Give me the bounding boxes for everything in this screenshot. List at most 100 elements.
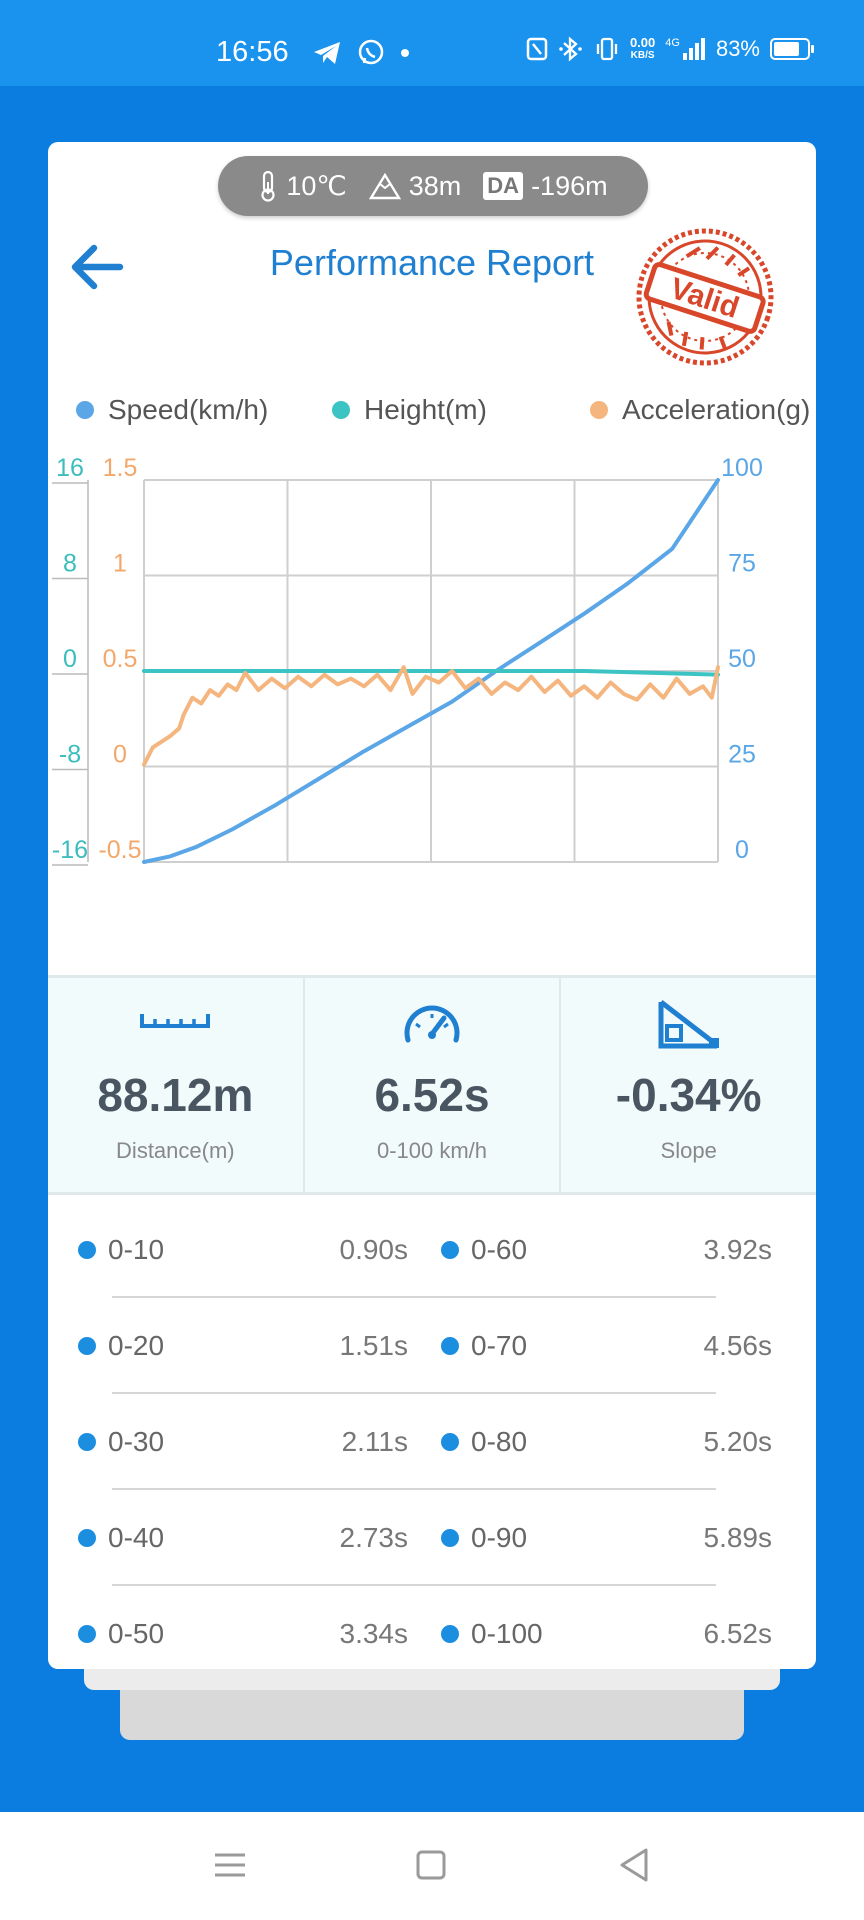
page-title: Performance Report bbox=[269, 242, 595, 283]
split-dot bbox=[78, 1529, 96, 1547]
split-left: 0-20 bbox=[78, 1330, 164, 1362]
legend-dot-height bbox=[332, 401, 350, 419]
split-right-time: 3.92s bbox=[703, 1234, 773, 1265]
split-row: 0-20 1.51s 0-70 4.56s bbox=[48, 1298, 816, 1394]
acceleration-axis-tick-label: 0 bbox=[113, 741, 127, 769]
back-triangle-icon[interactable] bbox=[610, 1840, 660, 1890]
split-dot bbox=[441, 1433, 459, 1451]
split-left-time: 3.34s bbox=[339, 1618, 409, 1649]
split-right-label: 0-90 bbox=[471, 1522, 528, 1553]
density-altitude-badge: DA bbox=[483, 172, 524, 200]
split-left-time: 1.51s bbox=[339, 1330, 409, 1361]
back-arrow-icon[interactable] bbox=[62, 232, 132, 302]
altitude-value: 38m bbox=[408, 170, 462, 201]
split-divider bbox=[112, 1296, 716, 1298]
system-icons: 0.00 KB/S 4G 83% bbox=[526, 36, 814, 62]
speed-axis-tick-label: 100 bbox=[721, 454, 763, 482]
telegram-icon bbox=[314, 42, 340, 64]
speed-axis-tick-label: 25 bbox=[728, 741, 756, 769]
split-left: 0-10 bbox=[78, 1234, 164, 1266]
split-row: 0-40 2.73s 0-90 5.89s bbox=[48, 1490, 816, 1586]
acceleration-axis-tick-label: 1.5 bbox=[103, 454, 138, 482]
distance-value: 88.12m bbox=[97, 1069, 254, 1121]
split-row: 0-50 3.34s 0-100 6.52s bbox=[48, 1586, 816, 1669]
system-navigation-bar bbox=[0, 1812, 864, 1920]
legend-dot-speed bbox=[76, 401, 94, 419]
density-altitude-item: DA -196m bbox=[483, 171, 608, 202]
network-speed-unit: KB/S bbox=[630, 50, 655, 61]
acceleration-time-label: 0-100 km/h bbox=[376, 1138, 488, 1163]
temperature-value: 10℃ bbox=[286, 170, 347, 201]
acceleration-time-value: 6.52s bbox=[374, 1069, 490, 1121]
dot-icon bbox=[401, 49, 409, 57]
split-row: 0-10 0.90s 0-60 3.92s bbox=[48, 1202, 816, 1298]
split-left-time: 0.90s bbox=[339, 1234, 409, 1265]
slope-icon bbox=[658, 1000, 719, 1049]
stat-slope: -0.34% Slope bbox=[559, 978, 816, 1192]
status-time: 16:56 bbox=[216, 36, 289, 68]
split-right: 0-70 bbox=[441, 1330, 527, 1362]
split-divider bbox=[112, 1488, 716, 1490]
split-dot bbox=[441, 1337, 459, 1355]
slope-label: Slope bbox=[660, 1138, 717, 1163]
environment-pill: 10℃ 38m DA -196m bbox=[218, 156, 648, 216]
network-speed-value: 0.00 bbox=[629, 35, 656, 50]
speed-axis-tick-label: 75 bbox=[728, 550, 756, 578]
split-dot bbox=[441, 1241, 459, 1259]
chart-legend: Speed(km/h) Height(m) Acceleration(g) bbox=[76, 394, 816, 434]
split-times-list[interactable]: 0-10 0.90s 0-60 3.92s 0-20 1.51s 0-70 4.56s 0-30… bbox=[48, 1202, 816, 1669]
height-axis-tick-label: 8 bbox=[63, 550, 77, 578]
viber-icon bbox=[358, 39, 384, 65]
legend-dot-acceleration bbox=[590, 401, 608, 419]
split-left: 0-50 bbox=[78, 1618, 164, 1650]
split-right-label: 0-100 bbox=[471, 1618, 543, 1649]
split-right: 0-60 bbox=[441, 1234, 527, 1266]
battery-icon bbox=[770, 38, 814, 60]
distance-label: Distance(m) bbox=[116, 1138, 235, 1163]
legend-item-acceleration[interactable]: Acceleration(g) bbox=[590, 394, 810, 426]
nfc-icon bbox=[526, 37, 548, 61]
battery-percent: 83% bbox=[715, 36, 760, 61]
height-axis-tick-label: -8 bbox=[59, 741, 81, 769]
mountain-icon bbox=[368, 172, 401, 200]
stats-panel: 88.12m Distance(m) 6.52s 0-100 km/h -0.3… bbox=[48, 975, 816, 1195]
performance-chart[interactable]: 16 8 0 -8 -16 1.5 1 0.5 0 -0.5 100 75 50 25 0 bbox=[48, 452, 816, 872]
home-square-icon[interactable] bbox=[406, 1840, 456, 1890]
performance-report-card[interactable]: 10℃ 38m DA -196m Performance Report Vali… bbox=[48, 142, 816, 1669]
split-right: 0-80 bbox=[441, 1426, 527, 1458]
battery-fill bbox=[774, 42, 799, 56]
height-axis-tick-label: 0 bbox=[63, 645, 77, 673]
status-bar: 16:56 0.00 KB/S 4G 83% bbox=[0, 0, 864, 86]
legend-item-height[interactable]: Height(m) bbox=[332, 394, 487, 426]
vibrate-icon bbox=[596, 37, 618, 61]
acceleration-axis-tick-label: -0.5 bbox=[98, 836, 141, 864]
valid-stamp-icon: Valid bbox=[636, 228, 774, 366]
split-dot bbox=[441, 1529, 459, 1547]
split-right-label: 0-70 bbox=[471, 1330, 528, 1361]
split-left-label: 0-20 bbox=[108, 1330, 165, 1361]
height-axis-tick-label: -16 bbox=[52, 836, 88, 864]
temperature-item: 10℃ bbox=[258, 170, 347, 202]
split-left: 0-40 bbox=[78, 1522, 164, 1554]
split-right-time: 5.20s bbox=[703, 1426, 773, 1457]
menu-icon[interactable] bbox=[205, 1840, 255, 1890]
bluetooth-icon bbox=[559, 36, 582, 62]
split-left: 0-30 bbox=[78, 1426, 164, 1458]
signal-icon: 4G bbox=[665, 37, 706, 61]
split-right: 0-100 bbox=[441, 1618, 543, 1650]
speed-line bbox=[142, 478, 720, 864]
split-dot bbox=[441, 1625, 459, 1643]
altitude-item: 38m bbox=[368, 170, 462, 202]
stat-distance: 88.12m Distance(m) bbox=[48, 978, 303, 1192]
split-left-label: 0-30 bbox=[108, 1426, 165, 1457]
split-dot bbox=[78, 1337, 96, 1355]
split-right-time: 5.89s bbox=[703, 1522, 773, 1553]
network-speed: 0.00 KB/S bbox=[630, 36, 655, 62]
acceleration-axis-tick-label: 1 bbox=[113, 550, 127, 578]
split-right-time: 4.56s bbox=[703, 1330, 773, 1361]
legend-label-speed: Speed(km/h) bbox=[108, 394, 269, 425]
legend-item-speed[interactable]: Speed(km/h) bbox=[76, 394, 268, 426]
split-dot bbox=[78, 1433, 96, 1451]
split-right-time: 6.52s bbox=[703, 1618, 773, 1649]
thermometer-icon bbox=[261, 170, 275, 202]
